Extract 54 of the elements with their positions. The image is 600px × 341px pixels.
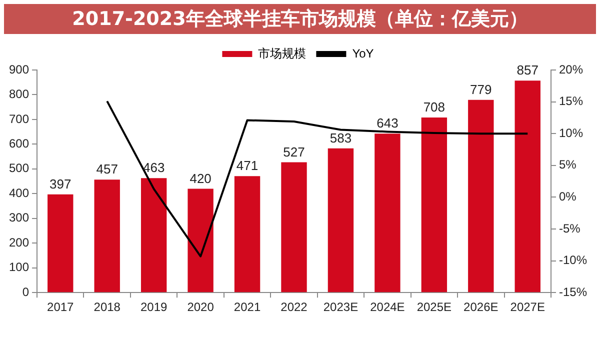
x-tick-label: 2025E bbox=[416, 300, 452, 314]
data-label: 583 bbox=[330, 130, 352, 146]
x-tick-label: 2027E bbox=[510, 300, 545, 314]
y-tick-label: 200 bbox=[8, 235, 30, 250]
bar bbox=[188, 188, 214, 292]
x-tick-label: 2024E bbox=[370, 300, 405, 314]
data-label: 708 bbox=[423, 100, 446, 115]
x-tick-label: 2019 bbox=[140, 300, 168, 314]
y-tick-label: 300 bbox=[8, 210, 30, 225]
y2-tick-label: 20% bbox=[558, 62, 584, 76]
data-label: 457 bbox=[96, 162, 118, 177]
bar bbox=[140, 178, 167, 292]
y-tick-label: 100 bbox=[8, 260, 30, 274]
bar bbox=[421, 117, 448, 292]
x-tick-label: 2021 bbox=[234, 300, 261, 314]
y2-tick-label: -10% bbox=[558, 253, 588, 268]
bar bbox=[328, 148, 354, 292]
y-tick-label: 500 bbox=[8, 161, 30, 176]
y-tick-label: 900 bbox=[8, 62, 30, 76]
bar bbox=[48, 194, 74, 292]
y-tick-label: 600 bbox=[8, 136, 30, 151]
y-tick-label: 800 bbox=[8, 87, 30, 102]
y2-tick-label: 0% bbox=[558, 190, 577, 204]
y-tick-label: 700 bbox=[8, 112, 30, 126]
data-label: 643 bbox=[376, 116, 398, 131]
bar bbox=[468, 100, 494, 292]
legend-label: 市场规模 bbox=[258, 46, 306, 60]
y2-tick-label: 5% bbox=[558, 158, 577, 172]
data-label: 471 bbox=[236, 158, 258, 174]
x-tick-label: 2020 bbox=[187, 300, 214, 314]
bar bbox=[94, 180, 120, 292]
x-tick-label: 2018 bbox=[94, 300, 121, 314]
legend-label: YoY bbox=[352, 46, 374, 60]
y-tick-label: 0 bbox=[22, 284, 30, 299]
x-tick-label: 2022 bbox=[280, 300, 308, 314]
data-label: 779 bbox=[470, 82, 492, 98]
data-label: 420 bbox=[190, 170, 212, 186]
y2-tick-label: -5% bbox=[558, 221, 581, 236]
x-tick-label: 2023E bbox=[323, 300, 358, 314]
data-label: 527 bbox=[283, 144, 305, 160]
chart-title: 2017-2023年全球半挂车市场规模（单位：亿美元） bbox=[4, 4, 596, 34]
x-tick-label: 2017 bbox=[47, 300, 74, 314]
data-label: 397 bbox=[50, 176, 72, 192]
y-tick-label: 400 bbox=[8, 186, 30, 200]
bar bbox=[281, 162, 307, 292]
y2-tick-label: 15% bbox=[558, 94, 584, 108]
bar bbox=[374, 134, 400, 292]
data-label: 857 bbox=[516, 62, 538, 78]
x-tick-label: 2026E bbox=[464, 300, 498, 314]
bar bbox=[514, 80, 540, 292]
y2-tick-label: -15% bbox=[558, 284, 588, 299]
bar bbox=[234, 176, 260, 292]
y2-tick-label: 10% bbox=[558, 126, 584, 140]
data-label: 463 bbox=[142, 160, 165, 176]
